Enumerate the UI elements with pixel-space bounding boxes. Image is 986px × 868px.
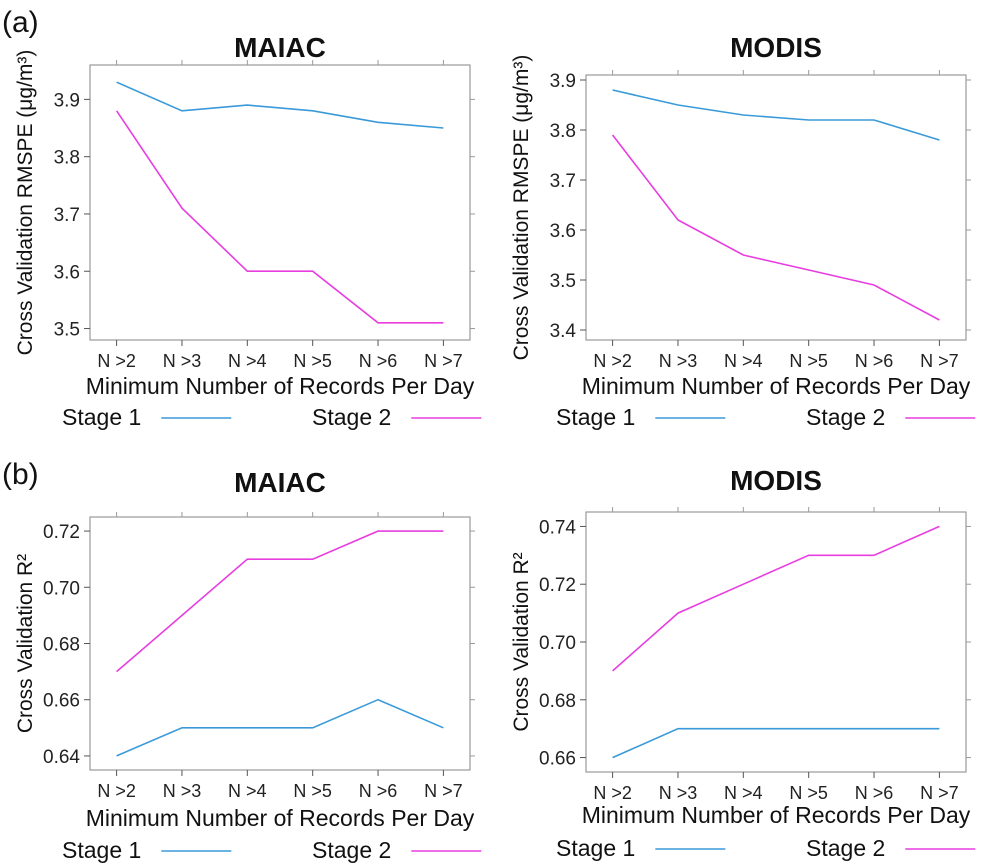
series-line-stage-2 bbox=[611, 134, 940, 321]
y-tick-label: 3.5 bbox=[54, 320, 80, 341]
legend-label-stage-1: Stage 1 bbox=[556, 404, 635, 430]
x-axis-label: Minimum Number of Records Per Day bbox=[86, 373, 475, 399]
chart-title: MAIAC bbox=[234, 32, 326, 63]
y-tick-label: 0.74 bbox=[539, 517, 576, 538]
series-line-stage-2 bbox=[116, 530, 444, 673]
y-tick-label: 0.64 bbox=[43, 747, 80, 768]
y-axis-label: Cross Validation RMSPE (μg/m³) bbox=[510, 55, 533, 361]
y-tick-label: 3.6 bbox=[54, 262, 80, 283]
x-tick-label: N >3 bbox=[163, 781, 202, 801]
plot-frame bbox=[585, 511, 967, 773]
x-tick-label: N >3 bbox=[163, 351, 202, 371]
legend-label-stage-2: Stage 2 bbox=[312, 837, 391, 863]
series-line-stage-1 bbox=[116, 81, 444, 129]
y-tick-label: 0.68 bbox=[539, 691, 576, 712]
y-tick-label: 3.7 bbox=[550, 171, 576, 192]
y-tick-label: 3.4 bbox=[550, 321, 577, 342]
y-tick-label: 3.6 bbox=[550, 221, 576, 242]
chart-4: MODIS 0.66 0.68 0.70 0.72 0.74 N >2 N >3 N >4 N >… bbox=[510, 465, 976, 861]
x-tick-label: N >6 bbox=[855, 351, 894, 371]
y-tick-label: 3.9 bbox=[54, 90, 80, 111]
chart-title: MODIS bbox=[730, 32, 822, 63]
x-tick-label: N >7 bbox=[920, 351, 959, 371]
y-axis-label: Cross Validation R² bbox=[510, 552, 533, 731]
y-tick-label: 3.7 bbox=[54, 205, 80, 226]
panel-label-a: (a) bbox=[2, 6, 39, 39]
x-tick-label: N >4 bbox=[724, 351, 763, 371]
chart-title: MAIAC bbox=[234, 467, 326, 498]
y-tick-label: 3.5 bbox=[550, 271, 576, 292]
series-line-stage-2 bbox=[115, 110, 444, 324]
x-axis-label: Minimum Number of Records Per Day bbox=[582, 802, 971, 828]
y-tick-label: 3.8 bbox=[54, 148, 80, 169]
chart-3: MAIAC 0.64 0.66 0.68 0.70 0.72 N >2 N >3 N >4 N >… bbox=[14, 467, 482, 863]
legend-label-stage-2: Stage 2 bbox=[312, 404, 391, 430]
x-tick-label: N >5 bbox=[789, 783, 828, 803]
y-tick-label: 0.66 bbox=[43, 691, 80, 712]
plot-frame bbox=[585, 74, 967, 341]
legend-label-stage-1: Stage 1 bbox=[62, 404, 141, 430]
panel-label-b: (b) bbox=[2, 458, 39, 491]
y-axis-label: Cross Validation R² bbox=[14, 554, 37, 733]
x-tick-label: N >5 bbox=[293, 351, 332, 371]
x-tick-label: N >4 bbox=[724, 783, 763, 803]
series-line-stage-1 bbox=[612, 727, 940, 759]
x-axis-label: Minimum Number of Records Per Day bbox=[86, 805, 475, 831]
x-axis-label: Minimum Number of Records Per Day bbox=[582, 373, 971, 399]
charts-container: MAIAC 3.5 3.6 3.7 3.8 3.9 N >2 N >3 N >4 N >5 N >6… bbox=[14, 32, 976, 863]
legend-label-stage-2: Stage 2 bbox=[806, 404, 885, 430]
chart-2: MODIS 3.4 3.5 3.6 3.7 3.8 3.9 N >2 N >3 N >4 N >5 N… bbox=[510, 32, 976, 430]
x-tick-label: N >2 bbox=[97, 781, 136, 801]
y-tick-label: 3.9 bbox=[550, 71, 576, 92]
x-tick-label: N >4 bbox=[228, 351, 267, 371]
y-axis-label: Cross Validation RMSPE (μg/m³) bbox=[14, 50, 37, 356]
x-tick-label: N >7 bbox=[424, 351, 463, 371]
series-line-stage-1 bbox=[612, 89, 940, 141]
x-tick-label: N >2 bbox=[97, 351, 136, 371]
y-tick-label: 0.68 bbox=[43, 635, 80, 656]
series-line-stage-2 bbox=[612, 525, 940, 672]
y-tick-label: 0.72 bbox=[43, 522, 80, 543]
y-tick-label: 0.70 bbox=[539, 633, 576, 654]
x-tick-label: N >6 bbox=[359, 351, 398, 371]
chart-title: MODIS bbox=[730, 465, 822, 496]
x-tick-label: N >3 bbox=[659, 783, 698, 803]
x-tick-label: N >4 bbox=[228, 781, 267, 801]
legend-label-stage-2: Stage 2 bbox=[806, 835, 885, 861]
x-tick-label: N >7 bbox=[920, 783, 959, 803]
x-tick-label: N >6 bbox=[855, 783, 894, 803]
y-tick-label: 0.70 bbox=[43, 578, 80, 599]
chart-1: MAIAC 3.5 3.6 3.7 3.8 3.9 N >2 N >3 N >4 N >5 N >6… bbox=[14, 32, 482, 430]
x-tick-label: N >5 bbox=[789, 351, 828, 371]
y-tick-label: 0.66 bbox=[539, 749, 576, 770]
legend-label-stage-1: Stage 1 bbox=[62, 837, 141, 863]
x-tick-label: N >7 bbox=[424, 781, 463, 801]
x-tick-label: N >3 bbox=[659, 351, 698, 371]
plot-frame bbox=[89, 64, 471, 341]
y-tick-label: 0.72 bbox=[539, 575, 576, 596]
x-tick-label: N >2 bbox=[593, 783, 632, 803]
plot-frame bbox=[89, 516, 471, 771]
x-tick-label: N >6 bbox=[359, 781, 398, 801]
x-tick-label: N >5 bbox=[293, 781, 332, 801]
legend-label-stage-1: Stage 1 bbox=[556, 835, 635, 861]
series-line-stage-1 bbox=[116, 698, 444, 757]
x-tick-label: N >2 bbox=[593, 351, 632, 371]
y-tick-label: 3.8 bbox=[550, 121, 576, 142]
